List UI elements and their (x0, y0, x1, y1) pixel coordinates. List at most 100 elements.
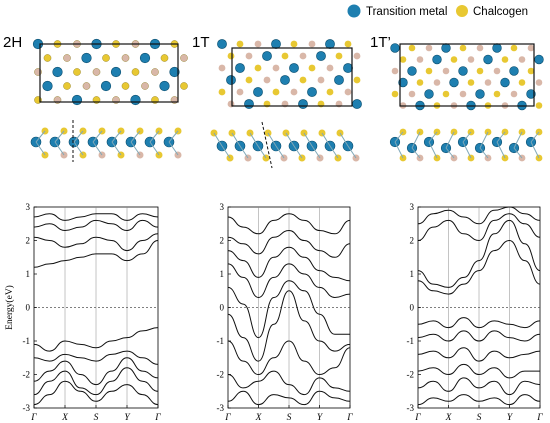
chalcogen-atom (102, 54, 110, 62)
chalcogen-atom (245, 52, 253, 60)
chalcogen-atom (272, 88, 280, 96)
metal-atom (407, 66, 417, 76)
band-line (227, 213, 351, 235)
y-tick-label: 0 (26, 303, 31, 313)
band-line (417, 219, 541, 288)
metal-atom (271, 39, 281, 49)
chalcogen-atom (450, 56, 458, 63)
cell-boundary-line (261, 121, 273, 169)
bond (168, 141, 179, 156)
band-line (417, 347, 541, 362)
chalcogen-atom (308, 64, 316, 72)
bond (73, 130, 84, 143)
k-point-label: Γ (414, 413, 421, 423)
metal-atom (262, 51, 272, 61)
metal-atom (316, 51, 326, 61)
y-tick-label: 1 (26, 269, 31, 279)
metal-atom (52, 66, 63, 78)
chalcogen-atom (353, 52, 361, 60)
band-line (33, 357, 159, 386)
chalcogen-atom (272, 64, 280, 72)
structure-2h (30, 38, 188, 162)
bond (73, 141, 84, 156)
band-line (33, 350, 159, 365)
chalcogen-atom (493, 90, 501, 98)
y-tick-label: -3 (23, 403, 31, 413)
bond (267, 132, 277, 147)
bond (479, 131, 489, 149)
chalcogen-atom (63, 54, 71, 62)
chalcogen-atom (344, 88, 352, 96)
bond (168, 130, 179, 143)
bond (329, 145, 339, 159)
y-tick-label: -3 (407, 403, 415, 413)
bond (530, 131, 540, 143)
metal-atom (226, 75, 236, 85)
bond (311, 145, 321, 159)
chalcogen-atom (218, 64, 226, 72)
k-point-label: Γ (346, 413, 353, 423)
metal-atom (253, 87, 263, 97)
chalcogen-atom (180, 82, 188, 90)
k-point-label: Y (317, 413, 324, 423)
bond (249, 132, 259, 147)
chalcogen-atom (308, 40, 316, 48)
chalcogen-atom (535, 79, 543, 86)
metal-atom (289, 63, 299, 73)
bond (394, 141, 404, 159)
band-line (33, 240, 159, 268)
chalcogen-atom (335, 52, 343, 60)
chalcogen-atom (63, 82, 71, 90)
unit-cell-frame (231, 47, 353, 107)
chalcogen-atom (510, 90, 518, 98)
chalcogen-atom (317, 76, 325, 84)
bond (462, 141, 472, 159)
bond (149, 130, 160, 143)
band-line (227, 246, 351, 282)
chalcogen-atom (290, 88, 298, 96)
bond (239, 145, 249, 159)
band-line (227, 370, 351, 396)
chalcogen-atom (484, 79, 492, 86)
chalcogen-atom (227, 52, 235, 60)
bond (347, 145, 357, 159)
metal-atom (307, 87, 317, 97)
chalcogen-atom (236, 88, 244, 96)
chalcogen-atom (151, 68, 159, 76)
bond (411, 147, 421, 159)
chalcogen-atom (459, 90, 467, 98)
chalcogen-atom (218, 88, 226, 96)
bond (285, 132, 295, 147)
metal-atom (424, 89, 434, 99)
chalcogen-atom (141, 82, 149, 90)
chalcogen-atom (121, 54, 130, 62)
metal-atom (71, 94, 83, 106)
chalcogen-atom (425, 67, 433, 75)
y-tick-label: 2 (410, 236, 415, 246)
chalcogen-atom (160, 54, 169, 62)
k-point-label: Γ (224, 413, 231, 423)
band-line (227, 229, 351, 258)
chalcogen-atom (510, 44, 518, 52)
unit-cell-frame (399, 43, 535, 107)
band-line (33, 327, 159, 352)
k-point-label: S (477, 413, 482, 423)
metal-atom (235, 63, 245, 73)
band-line (417, 377, 541, 396)
bond (321, 132, 331, 147)
bond (293, 145, 303, 159)
y-tick-label: 2 (220, 236, 225, 246)
k-point-label: X (445, 413, 453, 423)
chalcogen-atom (501, 56, 509, 63)
chalcogen-atom (459, 44, 467, 52)
metal-atom (81, 52, 92, 64)
metal-atom (334, 75, 344, 85)
y-tick-label: 0 (410, 303, 415, 313)
bond (130, 130, 141, 143)
y-tick-label: 2 (26, 236, 31, 246)
chalcogen-atom (180, 54, 188, 62)
metal-atom (509, 66, 519, 76)
bond (54, 130, 65, 143)
